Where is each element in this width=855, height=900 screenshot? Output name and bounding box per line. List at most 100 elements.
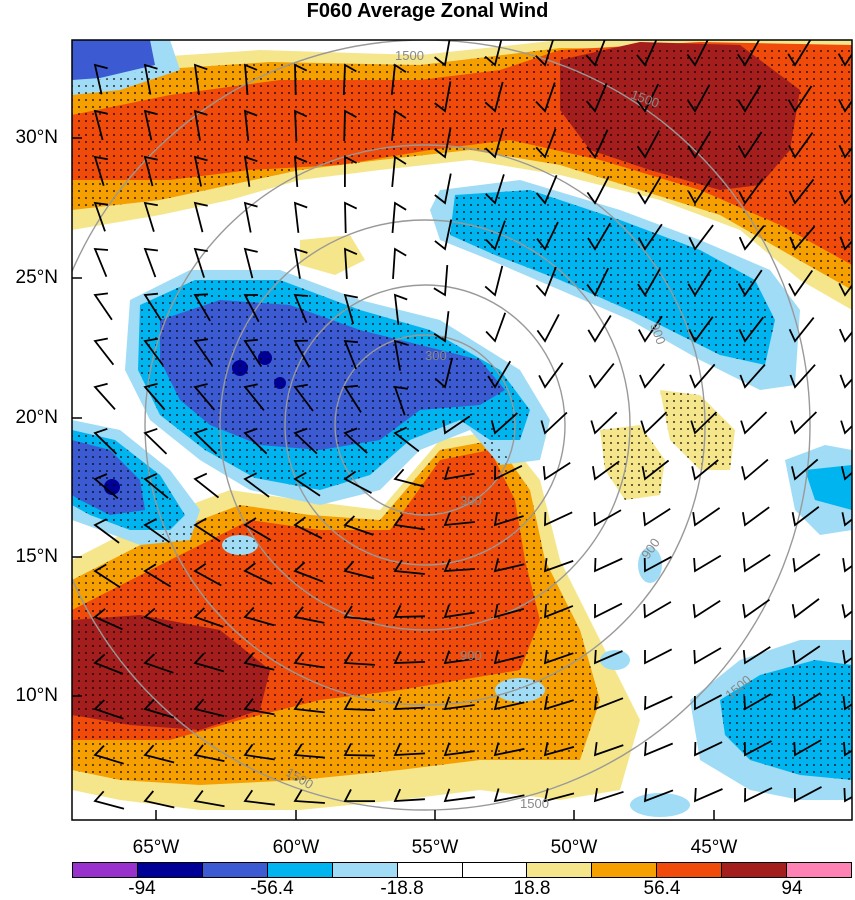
lon-label: 50°W [550, 837, 598, 858]
wind-barb [586, 175, 610, 205]
wind-barb [837, 52, 852, 67]
wind-barb [143, 63, 158, 95]
wind-barb [93, 744, 124, 765]
wind-barb [643, 601, 672, 619]
lat-label: 10°N [15, 685, 58, 706]
wind-barb [536, 313, 560, 343]
wind-barb [737, 269, 763, 297]
contour-label: 300 [425, 348, 447, 363]
wind-barb [543, 788, 575, 803]
wind-barb [143, 790, 175, 809]
wind-barb [839, 374, 852, 389]
wind-barb [344, 155, 358, 188]
wind-barb [543, 742, 575, 757]
colorbar-swatch [657, 863, 723, 877]
wind-barbs [93, 40, 852, 810]
colorbar-swatch [462, 863, 528, 877]
wind-barb [493, 604, 525, 619]
wind-barb [484, 127, 505, 159]
wind-barb [540, 411, 568, 435]
wind-barb [243, 562, 273, 585]
wind-barb [293, 339, 311, 368]
wind-barb [787, 85, 813, 113]
wind-barb [193, 790, 225, 808]
wind-barb [443, 742, 475, 757]
wind-barb [839, 236, 852, 251]
wind-barb [692, 599, 721, 619]
wind-barb [443, 558, 475, 572]
wind-barb [587, 222, 612, 251]
wind-barb [393, 559, 425, 575]
lon-label: 45°W [690, 837, 738, 858]
wind-barb [243, 789, 275, 806]
wind-barb [193, 109, 208, 141]
wind-barb [342, 63, 357, 96]
wind-barb [640, 411, 668, 435]
wind-barb [93, 382, 116, 410]
wind-barb [343, 651, 375, 666]
contour-labels: 1500 1500 900 300 300 900 900 1500 1500 … [284, 48, 755, 811]
wind-barb [637, 223, 663, 251]
wind-barb [243, 698, 275, 716]
wind-barb [694, 787, 723, 803]
wind-barb [293, 561, 324, 583]
contour-label: 900 [647, 321, 669, 347]
wind-barb [493, 650, 525, 665]
wind-barb [636, 130, 660, 159]
wind-barb [442, 415, 471, 435]
wind-barb [293, 383, 314, 412]
wind-barb [641, 459, 670, 481]
wind-barb [143, 201, 158, 232]
wind-barb [737, 84, 762, 113]
wind-barb [838, 99, 852, 113]
wind-barb [788, 132, 814, 159]
wind-barb [737, 40, 761, 67]
wind-barb [243, 338, 262, 367]
wind-barb [687, 130, 712, 159]
wind-barb [744, 787, 773, 803]
wind-barb [243, 109, 258, 141]
wind-barb [485, 220, 506, 251]
wind-barb [243, 247, 258, 279]
wind-barb [694, 741, 723, 757]
wind-barb [742, 598, 771, 619]
wind-barb [143, 292, 162, 321]
contour-label: 900 [460, 648, 482, 663]
wind-barb [434, 219, 453, 251]
wind-barb [393, 742, 426, 756]
wind-barb [791, 598, 820, 619]
colorbar-swatch [267, 863, 333, 877]
wind-barb [543, 649, 574, 665]
lon-label: 55°W [411, 837, 459, 858]
wind-barb [443, 696, 475, 711]
colorbar-label: -18.8 [380, 878, 424, 899]
wind-barb [393, 696, 426, 710]
wind-barb [838, 144, 852, 159]
wind-barb [93, 292, 113, 321]
map-title: F060 Average Zonal Wind [306, 0, 549, 22]
wind-barb [838, 328, 852, 343]
wind-barb [243, 606, 275, 627]
wind-barb [433, 311, 450, 343]
wind-barb [793, 739, 822, 757]
wind-barb [393, 293, 408, 325]
wind-barb [343, 339, 358, 370]
wind-barb [243, 743, 275, 761]
colorbar-swatch [73, 863, 138, 877]
wind-barb [842, 695, 852, 711]
colorbar-swatch [137, 863, 203, 877]
wind-barb [487, 360, 512, 389]
wind-barb [243, 155, 258, 187]
wind-barb [193, 247, 208, 278]
wind-barb [443, 604, 475, 619]
wind-barb [843, 787, 852, 803]
wind-barb [193, 472, 220, 499]
wind-barb [293, 651, 325, 669]
wind-barb [636, 40, 658, 67]
wind-barb [143, 653, 174, 674]
colorbar-swatch [527, 863, 593, 877]
wind-barb [93, 427, 118, 455]
wind-barb [343, 605, 375, 621]
colorbar-label: 18.8 [513, 878, 551, 899]
